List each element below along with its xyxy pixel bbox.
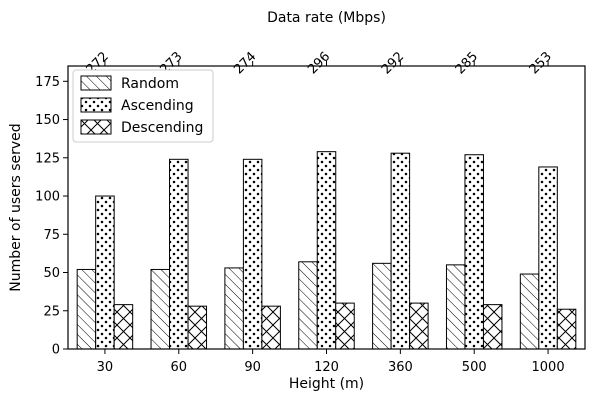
x-tick-label: 90 [244, 360, 261, 375]
x-tick-label: 500 [462, 360, 487, 375]
x-tick-label: 1000 [532, 360, 565, 375]
bar-ascending-500 [464, 154, 484, 350]
top-tick-label: 253 [527, 49, 555, 77]
top-axis-label: Data rate (Mbps) [267, 10, 386, 26]
bar-random-360 [372, 262, 392, 350]
x-tick-label: 60 [171, 360, 188, 375]
y-tick-label: 25 [43, 304, 60, 319]
legend-label-random: Random [121, 76, 179, 92]
bar-ascending-90 [242, 158, 263, 350]
x-tick-label: 30 [97, 360, 114, 375]
y-axis-label: Number of users served [8, 123, 24, 291]
y-tick-label: 50 [43, 266, 60, 281]
bar-descending-500 [482, 304, 503, 350]
top-tick-label: 274 [231, 49, 259, 77]
bar-random-120 [298, 261, 318, 350]
y-tick-label: 100 [35, 190, 60, 205]
legend-swatch-ascending [80, 97, 112, 113]
y-tick-label: 125 [35, 151, 60, 166]
plot-frame [67, 65, 586, 350]
bar-descending-60 [187, 305, 208, 350]
x-axis-label: Height (m) [289, 376, 364, 392]
y-tick-label: 75 [43, 228, 60, 243]
bar-ascending-1000 [538, 166, 558, 350]
top-tick-label: 292 [379, 49, 407, 77]
y-tick-label: 175 [35, 75, 60, 90]
x-tick-label: 360 [388, 360, 413, 375]
bar-ascending-360 [390, 152, 411, 350]
bars-layer [76, 151, 577, 350]
bar-descending-30 [113, 304, 134, 350]
bar-descending-120 [335, 302, 355, 350]
y-tick-label: 150 [35, 113, 60, 128]
legend-swatch-descending [80, 119, 112, 135]
bar-random-500 [445, 264, 466, 350]
bar-ascending-120 [316, 151, 337, 350]
bar-ascending-30 [95, 195, 115, 350]
bar-descending-1000 [556, 308, 577, 350]
bar-random-90 [224, 267, 244, 350]
y-tick-label: 0 [52, 343, 60, 358]
top-tick-label: 296 [305, 49, 333, 77]
legend: Random Ascending Descending [72, 69, 214, 143]
bar-random-30 [76, 268, 97, 350]
bar-random-60 [150, 268, 171, 350]
bar-descending-90 [261, 305, 281, 350]
bar-ascending-60 [169, 158, 189, 350]
top-tick-label: 285 [453, 49, 481, 77]
legend-label-descending: Descending [121, 120, 203, 136]
x-tick-label: 120 [314, 360, 339, 375]
legend-swatch-random [80, 75, 112, 91]
bar-descending-360 [409, 302, 429, 350]
bar-random-1000 [519, 273, 540, 350]
legend-label-ascending: Ascending [121, 98, 194, 114]
